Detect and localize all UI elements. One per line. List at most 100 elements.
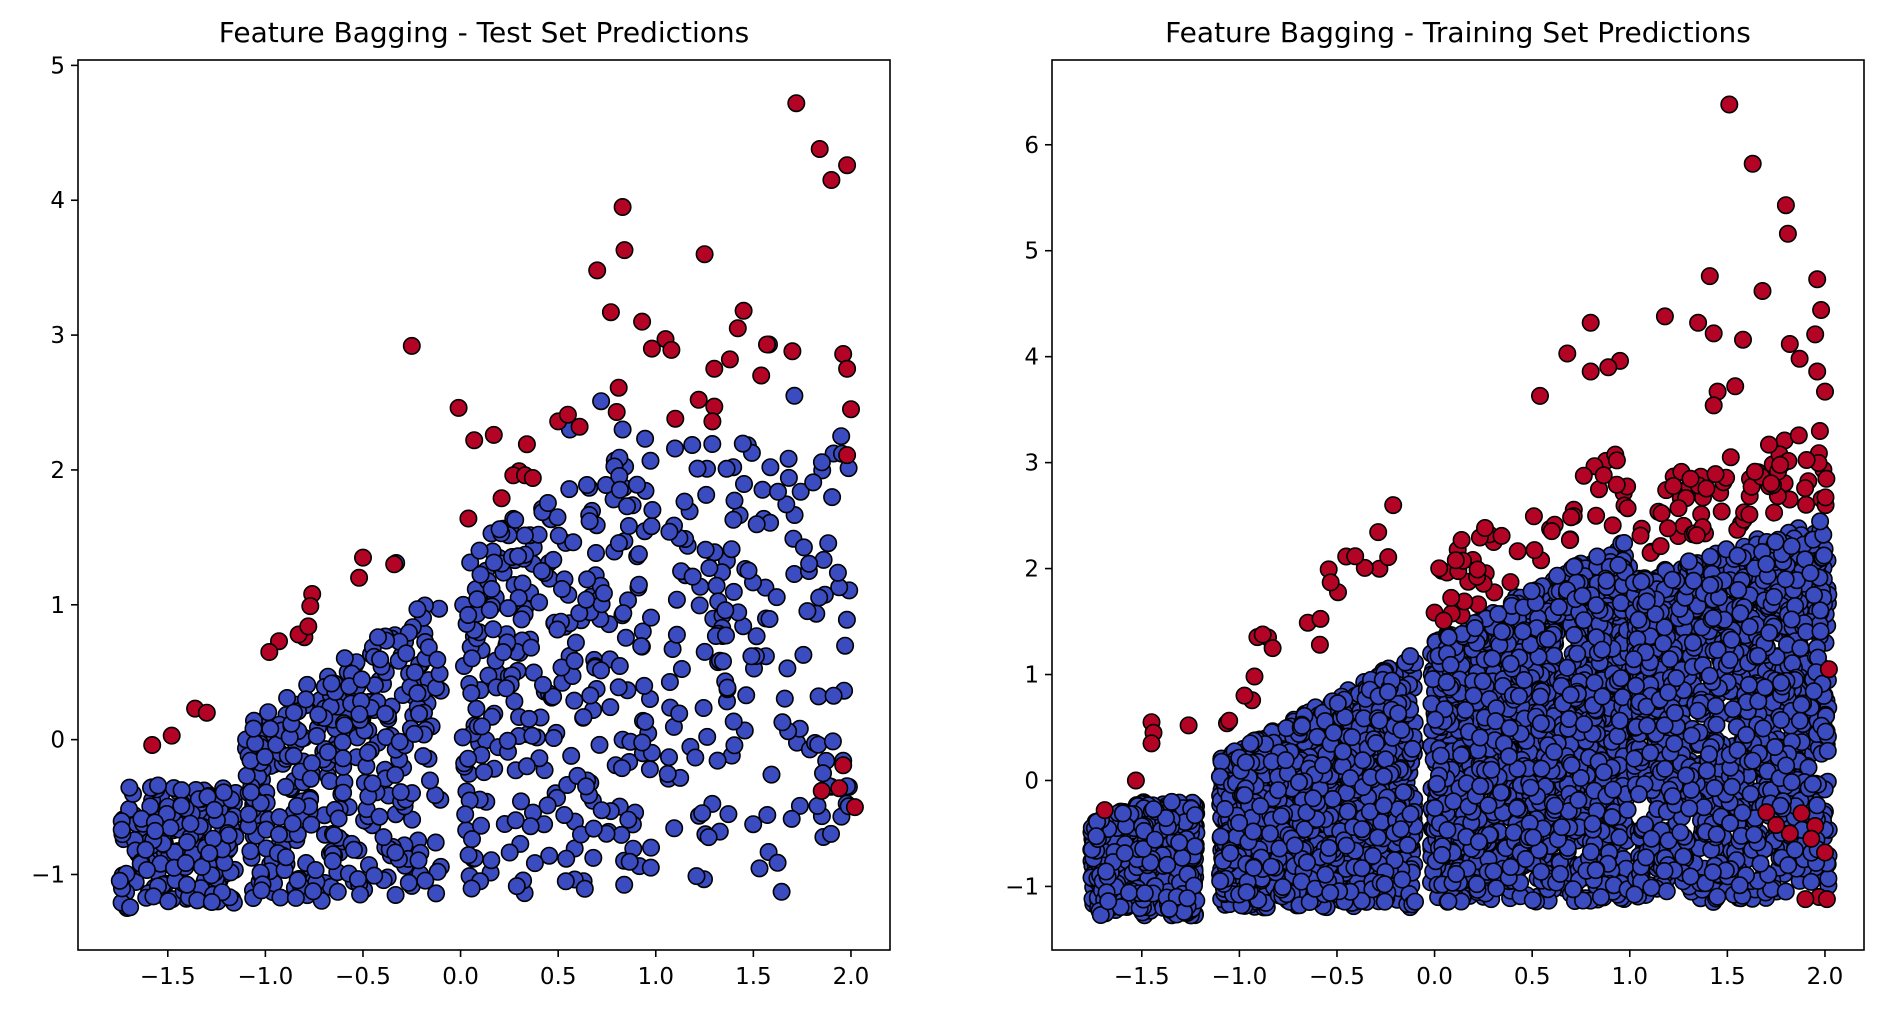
inlier-point: [591, 661, 610, 680]
outlier-point: [162, 726, 181, 745]
inlier-point: [403, 810, 422, 829]
inlier-point: [181, 814, 200, 833]
inlier-point: [323, 852, 342, 871]
outlier-point: [834, 756, 853, 775]
inlier-point: [767, 588, 786, 607]
inlier-point: [365, 866, 384, 885]
inlier-point: [428, 862, 447, 881]
inlier-point: [325, 826, 344, 845]
outlier-point: [757, 335, 776, 354]
inlier-point: [1162, 792, 1181, 811]
inlier-point: [1237, 883, 1256, 902]
inlier-point: [758, 805, 777, 824]
inlier-point: [1120, 883, 1139, 902]
inlier-point: [242, 783, 261, 802]
inlier-point: [768, 482, 787, 501]
inlier-point: [744, 815, 763, 834]
inlier-point: [1221, 844, 1240, 863]
y-tick-label: 4: [50, 188, 65, 214]
inlier-point: [498, 731, 517, 750]
inlier-point: [762, 765, 781, 784]
inlier-point: [533, 675, 552, 694]
inlier-point: [397, 644, 416, 663]
inlier-point: [335, 716, 354, 735]
inlier-point: [322, 674, 341, 693]
inlier-point: [462, 830, 481, 849]
inlier-point: [1334, 742, 1353, 761]
inlier-point: [370, 807, 389, 826]
inlier-point: [1273, 877, 1292, 896]
inlier-point: [459, 749, 478, 768]
inlier-point: [1611, 669, 1630, 688]
inlier-point: [112, 820, 131, 839]
inlier-point: [633, 733, 652, 752]
inlier-point: [564, 533, 583, 552]
inlier-point: [244, 719, 263, 738]
inlier-point: [813, 764, 832, 783]
inlier-point: [1374, 796, 1393, 815]
inlier-point: [1343, 728, 1362, 747]
inlier-point: [255, 747, 274, 766]
inlier-point: [620, 852, 639, 871]
inlier-point: [1401, 804, 1420, 823]
outlier-point: [695, 245, 714, 264]
inlier-point: [1272, 807, 1291, 826]
inlier-point: [760, 609, 779, 628]
inlier-point: [386, 843, 405, 862]
inlier-point: [1375, 892, 1394, 911]
inlier-point: [467, 699, 486, 718]
outlier-point: [752, 366, 771, 385]
inlier-point: [779, 449, 798, 468]
inlier-point: [517, 757, 536, 776]
inlier-point: [456, 805, 475, 824]
inlier-point: [617, 497, 636, 516]
outlier-point: [402, 336, 421, 355]
inlier-point: [1401, 647, 1420, 666]
inlier-point: [1367, 734, 1386, 753]
inlier-point: [665, 439, 684, 458]
inlier-point: [538, 493, 557, 512]
outlier-point: [810, 140, 829, 159]
inlier-point: [590, 735, 609, 754]
inlier-point: [408, 684, 427, 703]
inlier-point: [1447, 864, 1466, 883]
inlier-point: [810, 588, 829, 607]
inlier-point: [700, 558, 719, 577]
inlier-point: [821, 824, 840, 843]
inlier-point: [552, 579, 571, 598]
inlier-point: [761, 458, 780, 477]
inlier-point: [812, 453, 831, 472]
inlier-point: [239, 805, 258, 824]
x-tick-label: 1.5: [735, 964, 772, 990]
inlier-point: [544, 728, 563, 747]
outlier-point: [830, 779, 849, 798]
inlier-point: [1368, 828, 1387, 847]
inlier-point: [352, 670, 371, 689]
inlier-point: [1375, 875, 1394, 894]
inlier-point: [1099, 892, 1118, 911]
inlier-point: [555, 805, 574, 824]
inlier-point: [482, 579, 501, 598]
inlier-point: [627, 475, 646, 494]
x-tick-label: −1.0: [237, 964, 293, 990]
inlier-point: [490, 520, 509, 539]
y-tick-label: 1: [50, 593, 65, 619]
inlier-point: [716, 601, 735, 620]
x-tick-label: −1.5: [140, 964, 196, 990]
inlier-point: [660, 522, 679, 541]
inlier-point: [1293, 716, 1312, 735]
inlier-point: [782, 809, 801, 828]
inlier-point: [414, 747, 433, 766]
inlier-point: [636, 429, 655, 448]
inlier-point: [351, 885, 370, 904]
inlier-point: [722, 540, 741, 559]
inlier-point: [557, 849, 576, 868]
outlier-point: [720, 350, 739, 369]
inlier-point: [1352, 820, 1371, 839]
inlier-point: [409, 851, 428, 870]
inlier-point: [578, 570, 597, 589]
inlier-point: [1376, 750, 1395, 769]
y-tick-label: 5: [50, 53, 65, 79]
inlier-point: [809, 735, 828, 754]
